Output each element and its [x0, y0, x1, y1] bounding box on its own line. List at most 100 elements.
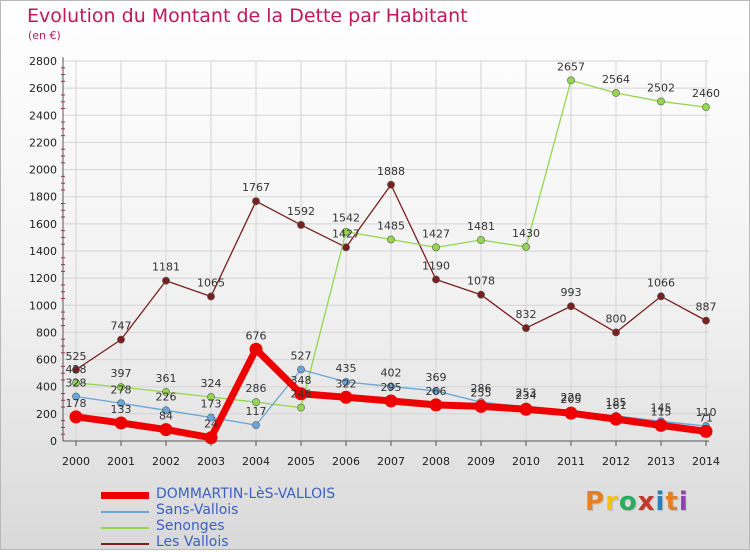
y-tick-label: 1400: [29, 245, 57, 258]
series-layer: [69, 76, 713, 445]
data-label: 234: [516, 389, 537, 402]
data-label: 435: [336, 362, 357, 375]
data-label: 887: [696, 301, 717, 314]
logo-letter: o: [618, 487, 638, 517]
y-tick-label: 1800: [29, 191, 57, 204]
y-tick-label: 200: [36, 408, 57, 421]
data-point: [477, 236, 485, 244]
axes: [61, 57, 709, 446]
data-point: [207, 292, 215, 301]
data-point: [297, 403, 305, 412]
data-point: [387, 235, 395, 244]
data-point: [294, 387, 308, 401]
data-point: [342, 378, 350, 386]
y-tick-label: 2200: [29, 136, 57, 149]
data-label: 205: [561, 393, 582, 406]
proxiti-logo: Proxiti: [585, 487, 689, 517]
data-label: 185: [606, 396, 627, 409]
logo-letter: i: [655, 487, 666, 517]
data-point: [342, 243, 350, 252]
data-label: 24: [204, 418, 218, 431]
data-label: 246: [291, 388, 312, 401]
data-point: [72, 379, 80, 387]
x-tick-label: 2010: [512, 455, 540, 468]
data-point: [72, 365, 80, 374]
data-label: 133: [111, 403, 132, 416]
logo-letter: r: [605, 487, 619, 517]
x-tick-label: 2008: [422, 455, 450, 468]
data-label: 226: [156, 390, 177, 403]
x-tick-label: 2002: [152, 455, 180, 468]
data-point: [387, 382, 395, 391]
y-tick-label: 2600: [29, 82, 57, 95]
data-point: [522, 324, 530, 332]
y-tick-label: 0: [50, 435, 57, 448]
data-point: [114, 416, 128, 430]
data-point: [432, 387, 440, 395]
x-tick-label: 2012: [602, 455, 630, 468]
data-label: 220: [561, 391, 582, 404]
data-point: [519, 402, 533, 416]
data-point: [699, 424, 713, 438]
data-point: [429, 398, 443, 412]
data-label: 993: [561, 286, 582, 299]
data-label: 173: [201, 398, 222, 411]
data-label: 84: [159, 410, 173, 423]
data-label: 266: [426, 385, 447, 398]
data-point: [297, 221, 305, 229]
data-label: 295: [381, 381, 402, 394]
legend-swatch-les-vallois: [101, 543, 149, 545]
data-label: 1888: [377, 165, 405, 178]
data-point: [702, 316, 710, 325]
data-point: [384, 394, 398, 408]
x-tick-labels: 2000 2001 2002 2003 2004 2005 2006 2007 2008 2009…: [62, 455, 720, 468]
data-label: 1592: [287, 205, 315, 218]
data-label: 1190: [422, 260, 450, 273]
data-label: 71: [699, 411, 713, 424]
data-label: 1542: [332, 212, 360, 225]
chart-title: Evolution du Montant de la Dette par Hab…: [27, 5, 468, 27]
data-label: 110: [696, 406, 717, 419]
data-point: [117, 383, 125, 392]
y-tick-label: 1000: [29, 299, 57, 312]
data-label: 676: [246, 329, 267, 342]
data-point: [159, 423, 173, 437]
data-point: [252, 398, 260, 407]
data-point: [339, 390, 353, 404]
logo-letter: P: [585, 487, 606, 517]
logo-letter: x: [637, 487, 656, 517]
x-tick-label: 2009: [467, 455, 495, 468]
data-label: 324: [201, 377, 222, 390]
data-label: 2657: [557, 60, 585, 73]
y-tick-label: 600: [36, 354, 57, 367]
legend-item-senonges: Senonges: [101, 518, 381, 536]
data-point: [612, 328, 620, 337]
data-label: 1485: [377, 219, 405, 232]
y-tick-label: 1200: [29, 272, 57, 285]
data-point: [162, 406, 170, 415]
data-point: [432, 243, 440, 252]
x-tick-label: 2001: [107, 455, 135, 468]
legend-item-sans-vallois: Sans-Vallois: [101, 502, 381, 520]
legend-label-les-vallois: Les Vallois: [156, 534, 229, 550]
data-label: 428: [66, 363, 87, 376]
data-label: 1427: [422, 227, 450, 240]
data-label: 1481: [467, 220, 495, 233]
legend-label-dommartin: DOMMARTIN-LèS-VALLOIS: [156, 486, 336, 502]
data-label: 348: [291, 374, 312, 387]
data-point: [702, 103, 710, 112]
x-tick-label: 2007: [377, 455, 405, 468]
x-tick-label: 2005: [287, 455, 315, 468]
data-label: 1078: [467, 275, 495, 288]
data-label: 397: [111, 367, 132, 380]
data-label: 1430: [512, 227, 540, 240]
x-tick-label: 2004: [242, 455, 270, 468]
data-point: [72, 392, 80, 401]
data-label: 117: [246, 405, 267, 418]
y-tick-label: 800: [36, 326, 57, 339]
data-label: 1066: [647, 276, 675, 289]
data-point: [567, 76, 575, 85]
data-label: 328: [66, 376, 87, 389]
